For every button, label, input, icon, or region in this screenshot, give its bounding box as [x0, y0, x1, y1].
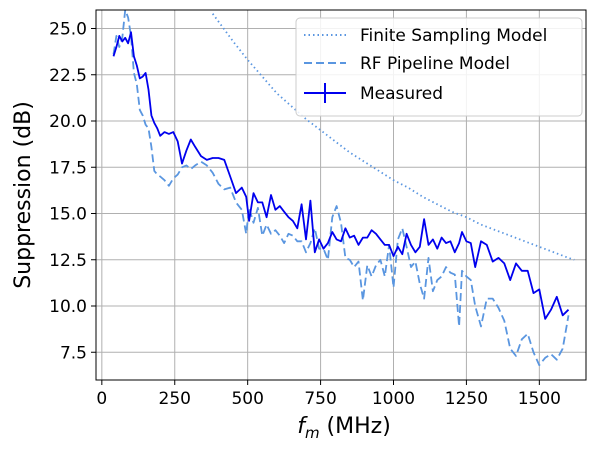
legend-label-measured: Measured [360, 84, 443, 104]
y-tick-label: 25.0 [49, 20, 87, 40]
x-axis-label: fm (MHz) [297, 414, 391, 442]
ticks: 0 250 500 750 1000 1250 1500 7.5 10.0 12.5 15.0 17.… [49, 20, 561, 410]
plot-frame [95, 9, 587, 381]
x-tick-label: 750 [304, 389, 336, 409]
x-tick-label: 500 [231, 389, 263, 409]
x-axis-label-symbol: f [297, 414, 308, 439]
y-tick-label: 10.0 [49, 297, 87, 317]
series-layer [112, 10, 575, 367]
y-tick-label: 17.5 [49, 158, 87, 178]
y-tick-label: 22.5 [49, 66, 87, 86]
x-tick-label: 250 [159, 389, 191, 409]
x-tick-label: 1000 [372, 389, 415, 409]
y-tick-label: 20.0 [49, 112, 87, 132]
legend-box [295, 17, 583, 117]
y-tick-label: 15.0 [49, 205, 87, 225]
legend-label-finite-sampling: Finite Sampling Model [360, 26, 547, 46]
x-axis-label-subscript: m [305, 424, 320, 442]
x-axis-label-unit: (MHz) [320, 414, 391, 439]
legend: Finite Sampling Model RF Pipeline Model … [295, 17, 583, 117]
y-tick-label: 7.5 [60, 343, 87, 363]
series-line-measured [112, 31, 570, 320]
x-tick-label: 1250 [445, 389, 488, 409]
y-tick-label: 12.5 [49, 251, 87, 271]
series-line-rf-pipeline-model [112, 10, 570, 367]
y-axis-label: Suppression (dB) [11, 101, 36, 289]
x-tick-label: 0 [96, 389, 107, 409]
x-tick-label: 1500 [518, 389, 561, 409]
legend-label-rf-pipeline: RF Pipeline Model [360, 54, 510, 74]
